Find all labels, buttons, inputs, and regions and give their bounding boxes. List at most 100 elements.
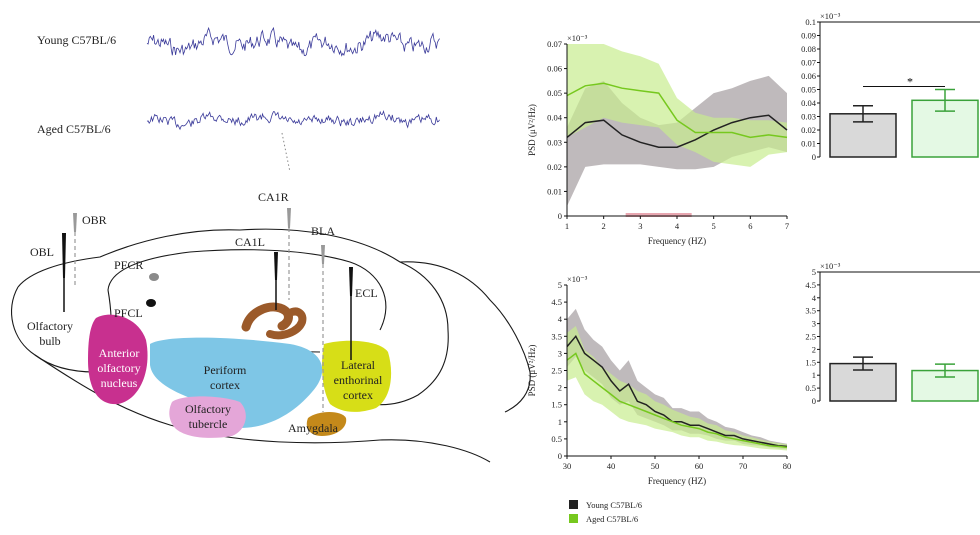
brain-schematic-panel: Young C57BL/6 Aged C57BL/6	[11, 26, 531, 463]
legend-swatch-aged	[569, 514, 578, 523]
y-tick-label: 2.5	[805, 332, 816, 342]
y-tick-label: 1	[812, 370, 816, 380]
bla-label: BLA	[311, 224, 335, 238]
x-tick-label: 6	[748, 221, 752, 231]
x-tick-label: 80	[783, 461, 792, 471]
significance-marker: *	[907, 75, 913, 89]
axis-multiplier: ×10⁻³	[567, 33, 588, 43]
y-tick-label: 0.5	[805, 383, 816, 393]
periform-cortex-region	[150, 337, 323, 428]
anterior-olfactory-nucleus-region	[88, 314, 148, 405]
lateral-entorhinal-label-2: enthorinal	[334, 373, 383, 387]
pfcl-marker	[146, 299, 156, 307]
electrode-bla	[321, 245, 325, 412]
amygdala-label: Amygdala	[288, 421, 339, 435]
y-tick-label: 2	[812, 344, 816, 354]
electrode-obl	[62, 233, 66, 312]
cerebellum-outline	[359, 261, 449, 406]
y-tick-label: 0.07	[547, 39, 562, 49]
periform-label-1: Periform	[204, 363, 247, 377]
ca1r-label: CA1R	[258, 190, 289, 204]
y-tick-label: 0.1	[805, 17, 816, 27]
anterior-olfactory-label-3: nucleus	[101, 376, 138, 390]
bar-high-frequency-chart: 0 0.5 1 1.5 2 2.5 3 3.5 4 4.5 5 ×10⁻³	[805, 261, 980, 406]
electrode-ca1r	[287, 208, 291, 300]
y-tick-label: 0.01	[801, 139, 816, 149]
x-tick-label: 70	[739, 461, 748, 471]
significance-range-bar	[625, 213, 692, 217]
lateral-entorhinal-label-3: cortex	[343, 388, 373, 402]
pfcl-label: PFCL	[114, 306, 143, 320]
x-tick-label: 30	[563, 461, 572, 471]
y-tick-label: 3	[558, 348, 562, 358]
y-tick-label: 4	[558, 314, 563, 324]
hippocampus-region-inner	[266, 307, 307, 340]
y-tick-label: 5	[812, 267, 816, 277]
y-tick-label: 0	[558, 211, 562, 221]
y-tick-label: 0.03	[547, 137, 562, 147]
sem-band-aged	[567, 326, 787, 451]
axis-multiplier: ×10⁻³	[567, 274, 588, 284]
y-axis-label: PSD (μV²/Hz)	[527, 104, 537, 156]
young-eeg-trace	[146, 26, 440, 57]
electrode-obr	[73, 213, 77, 285]
y-tick-label: 0.04	[547, 113, 563, 123]
sem-band-aged	[567, 44, 787, 167]
x-tick-label: 40	[607, 461, 616, 471]
y-tick-label: 4.5	[551, 297, 562, 307]
y-tick-label: 4	[812, 293, 817, 303]
olfactory-tubercle-label-2: tubercle	[189, 417, 228, 431]
legend: Young C57BL/6 Aged C57BL/6	[569, 500, 642, 524]
legend-label-aged: Aged C57BL/6	[586, 514, 638, 524]
anterior-olfactory-label-2: olfactory	[97, 361, 140, 375]
psd-high-frequency-chart: 30 40 50 60 70 80 0 0.5 1 1.5 2 2.5 3 3.5 4 4.5 5 ×10⁻³ Fr…	[527, 274, 791, 486]
y-tick-label: 0	[812, 152, 816, 162]
x-axis-label: Frequency (HZ)	[648, 236, 706, 246]
lateral-entorhinal-region	[322, 340, 392, 412]
trace-connector	[281, 132, 291, 173]
y-tick-label: 5	[558, 280, 562, 290]
y-tick-label: 0.04	[801, 98, 817, 108]
y-tick-label: 0.05	[547, 88, 562, 98]
hippocampus-region	[241, 302, 293, 332]
y-tick-label: 3.5	[805, 306, 816, 316]
x-tick-label: 2	[602, 221, 606, 231]
series-line-young	[566, 334, 788, 448]
obr-label: OBR	[82, 213, 107, 227]
pfcr-label: PFCR	[114, 258, 143, 272]
x-tick-label: 60	[695, 461, 704, 471]
obl-label: OBL	[30, 245, 54, 259]
x-axis-label: Frequency (HZ)	[648, 476, 706, 486]
aged-eeg-trace	[146, 109, 440, 131]
x-tick-label: 7	[785, 221, 789, 231]
legend-swatch-young	[569, 500, 578, 509]
olfactory-bulb-label-2: bulb	[39, 334, 60, 348]
young-trace-label: Young C57BL/6	[37, 33, 116, 47]
y-tick-label: 0.07	[801, 58, 816, 68]
y-tick-label: 0	[558, 451, 562, 461]
psd-low-frequency-chart: 1 2 3 4 5 6 7 0 0.01 0.02 0.03 0.04 0.05 0.06 0.07 ×10⁻…	[527, 33, 789, 246]
y-tick-label: 0.09	[801, 31, 816, 41]
y-tick-label: 2.5	[551, 366, 562, 376]
y-tick-label: 1.5	[551, 400, 562, 410]
y-tick-label: 3	[812, 319, 816, 329]
series-line-young	[566, 114, 788, 148]
x-tick-label: 1	[565, 221, 569, 231]
periform-label-2: cortex	[210, 378, 240, 392]
y-tick-label: 3.5	[551, 331, 562, 341]
y-tick-label: 4.5	[805, 280, 816, 290]
y-tick-label: 0.06	[801, 71, 816, 81]
electrode-ca1l	[274, 252, 278, 310]
y-tick-label: 2	[558, 383, 562, 393]
aged-trace-label: Aged C57BL/6	[37, 122, 111, 136]
series-line-aged	[566, 352, 788, 449]
ca1l-label: CA1L	[235, 235, 265, 249]
series-line-aged	[566, 82, 788, 139]
lateral-entorhinal-label-1: Lateral	[341, 358, 376, 372]
y-axis-label: PSD (μV²/Hz)	[527, 345, 537, 397]
olfactory-tubercle-region	[169, 396, 246, 438]
x-tick-label: 5	[712, 221, 716, 231]
olfactory-bulb-label-1: Olfactory	[27, 319, 73, 333]
y-tick-label: 0.01	[547, 186, 562, 196]
